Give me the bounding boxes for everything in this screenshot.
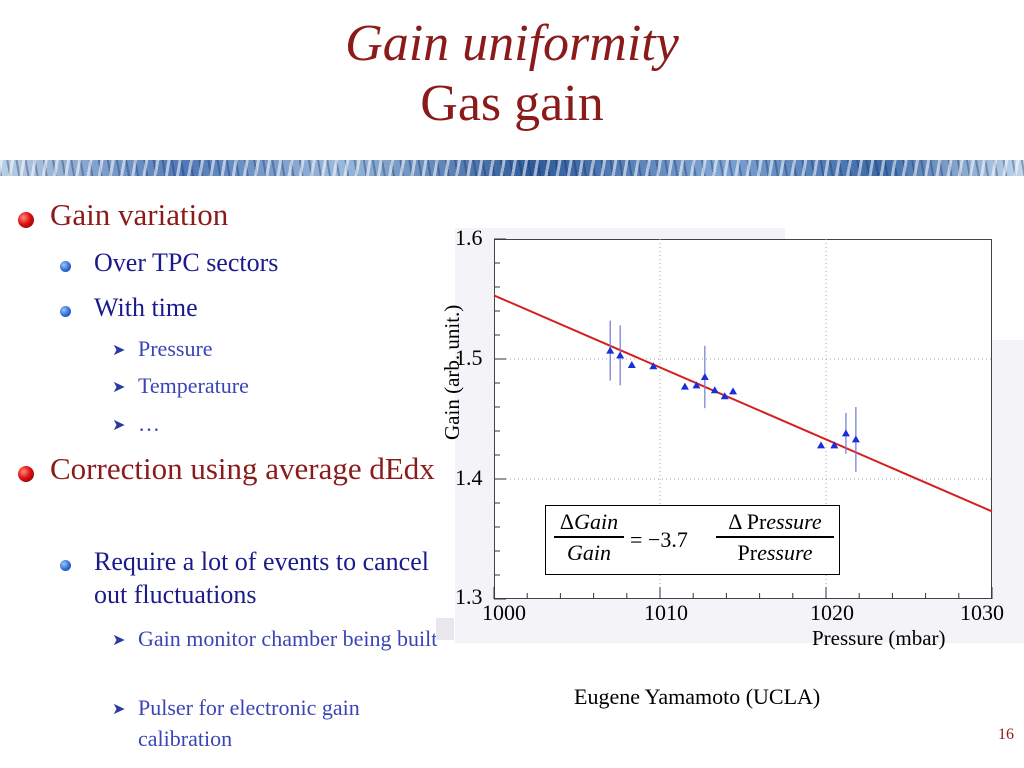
arrow-bullet-icon: ➤: [112, 379, 126, 396]
x-tick-label: 1010: [644, 600, 688, 625]
sub-sub-bullet-text: …: [138, 411, 160, 436]
x-tick-label: 1020: [810, 600, 854, 625]
formula-rhs-fraction: Δ Pressure Pressure: [716, 508, 834, 568]
formula-delta: Δ: [728, 509, 742, 534]
slide-title: Gain uniformity Gas gain: [0, 14, 1024, 134]
fit-line-group: [493, 294, 993, 513]
bullet-text: Gain variation: [50, 197, 229, 232]
page-number: 16: [998, 726, 1014, 743]
axis-ticks: [493, 238, 993, 600]
arrow-bullet-icon: ➤: [112, 701, 126, 718]
plot-background-patch: [436, 618, 454, 640]
formula-pr: Pr: [737, 539, 758, 565]
data-point-marker: [830, 441, 839, 449]
formula-essure: essure: [757, 539, 813, 565]
data-point-marker: [649, 362, 658, 370]
arrow-bullet-icon: ➤: [112, 342, 126, 359]
data-points-group: [606, 320, 860, 472]
data-point-marker: [616, 351, 625, 359]
data-point-marker: [817, 441, 826, 449]
x-tick-label: 1000: [482, 600, 526, 625]
fraction-bar: [554, 536, 624, 538]
data-point-marker: [700, 373, 709, 380]
sub-sub-bullet-text: Pulser for electronic gain calibration: [138, 695, 360, 751]
blue-bullet-icon: [60, 306, 71, 317]
x-tick-label: 1030: [960, 600, 1004, 625]
y-tick-label: 1.4: [455, 465, 483, 490]
x-axis-label: Pressure (mbar): [812, 626, 946, 650]
sub-bullet-text: Over TPC sectors: [94, 248, 279, 277]
formula-essure: essure: [766, 509, 822, 534]
fraction-bar: [716, 536, 834, 538]
data-point-marker: [841, 429, 850, 437]
y-tick-label: 1.5: [455, 345, 483, 370]
blue-bullet-icon: [60, 560, 71, 571]
data-point-marker: [710, 386, 719, 394]
formula-box: ΔGain Gain = −3.7 Δ Pressure Pressure: [545, 505, 840, 575]
sub-sub-bullet-text: Gain monitor chamber being built: [138, 626, 438, 651]
arrow-bullet-icon: ➤: [112, 632, 126, 649]
data-point-marker: [729, 387, 738, 395]
data-point-marker: [627, 361, 636, 368]
bullet-text: Correction using average dEdx: [50, 451, 435, 486]
title-line-2: Gas gain: [420, 75, 604, 132]
red-bullet-icon: [18, 466, 34, 482]
y-tick-label: 1.3: [455, 584, 483, 609]
data-point-marker: [720, 392, 729, 400]
title-line-1: Gain uniformity: [345, 15, 679, 72]
fit-line: [493, 294, 993, 513]
credit-text: Eugene Yamamoto (UCLA): [574, 684, 821, 709]
sub-sub-bullet-text: Pressure: [138, 336, 213, 361]
data-point-marker: [851, 435, 860, 443]
formula-lhs-fraction: ΔGain Gain: [554, 508, 624, 568]
data-point-marker: [692, 381, 701, 389]
sub-bullet-text: Require a lot of events to cancel out fl…: [94, 547, 429, 609]
formula-equals: = −3.7: [630, 527, 688, 552]
sub-bullet-text: With time: [94, 293, 198, 322]
formula-delta: Δ: [559, 509, 575, 534]
formula-pr: Pr: [746, 509, 767, 534]
red-bullet-icon: [18, 212, 34, 228]
data-point-marker: [606, 346, 615, 354]
arrow-bullet-icon: ➤: [112, 417, 126, 434]
blue-bullet-icon: [60, 261, 71, 272]
y-axis-label: Gain (arb. unit.): [440, 304, 464, 440]
y-tick-label: 1.6: [455, 225, 483, 250]
formula-gain: Gain: [567, 539, 611, 565]
sub-sub-bullet-text: Temperature: [138, 373, 249, 398]
decorative-banner: [0, 160, 1024, 176]
formula-gain: Gain: [574, 509, 619, 534]
data-point-marker: [680, 382, 689, 390]
